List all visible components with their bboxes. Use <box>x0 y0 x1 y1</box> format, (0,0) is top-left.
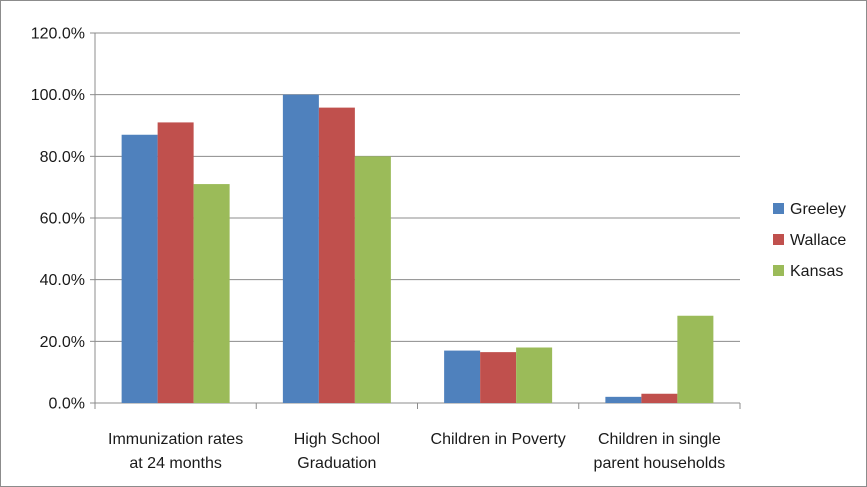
x-tick-label: at 24 months <box>129 455 222 472</box>
legend-swatch-wallace <box>773 234 784 245</box>
bar-wallace <box>157 122 194 404</box>
y-tick-label: 0.0% <box>49 396 85 413</box>
y-tick-label: 40.0% <box>40 272 85 289</box>
y-tick-label: 20.0% <box>40 334 85 351</box>
bar-wallace <box>480 352 517 403</box>
bar-kansas <box>677 315 714 403</box>
x-tick-label: Children in Poverty <box>431 431 566 448</box>
legend-swatch-greeley <box>773 203 784 214</box>
bar-kansas <box>193 184 230 403</box>
bar-greeley <box>605 396 642 403</box>
bar-wallace <box>641 393 678 403</box>
legend-label-wallace: Wallace <box>790 232 846 249</box>
x-tick-label: parent households <box>594 455 726 472</box>
legend-label-kansas: Kansas <box>790 263 843 280</box>
y-tick-label: 60.0% <box>40 211 85 228</box>
bar-greeley <box>121 134 158 403</box>
bar-greeley <box>444 350 481 403</box>
x-tick-label: Graduation <box>297 455 376 472</box>
x-tick-label: High School <box>294 431 380 448</box>
legend-label-greeley: Greeley <box>790 201 846 218</box>
x-tick-label: Immunization rates <box>108 431 243 448</box>
y-tick-label: 100.0% <box>31 87 85 104</box>
bar-wallace <box>318 107 355 403</box>
y-tick-label: 120.0% <box>31 26 85 43</box>
bar-greeley <box>282 94 319 404</box>
legend-swatch-kansas <box>773 265 784 276</box>
bar-kansas <box>516 347 553 403</box>
x-tick-label: Children in single <box>598 431 721 448</box>
bar-kansas <box>354 156 391 403</box>
y-tick-label: 80.0% <box>40 149 85 166</box>
